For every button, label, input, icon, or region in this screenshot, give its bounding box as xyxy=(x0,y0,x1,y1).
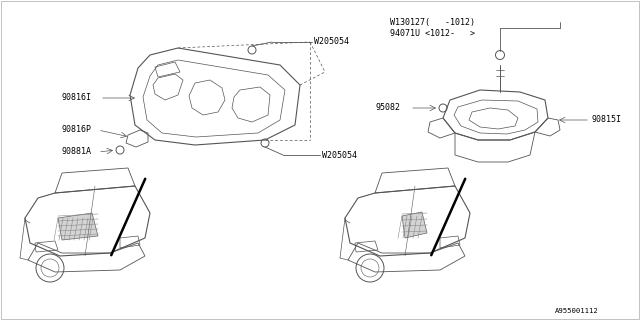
Text: A955001112: A955001112 xyxy=(555,308,599,314)
Text: W205054: W205054 xyxy=(314,37,349,46)
Text: 95082: 95082 xyxy=(375,103,400,113)
Text: W130127(   -1012): W130127( -1012) xyxy=(390,18,475,27)
Text: 94071U <1012-   >: 94071U <1012- > xyxy=(390,29,475,38)
Text: W205054: W205054 xyxy=(322,150,357,159)
Text: 90816P: 90816P xyxy=(62,125,92,134)
Polygon shape xyxy=(58,213,98,240)
Text: 90816I: 90816I xyxy=(62,93,92,102)
Polygon shape xyxy=(402,212,427,238)
Text: 90881A: 90881A xyxy=(62,148,92,156)
Text: 90815I: 90815I xyxy=(592,116,622,124)
